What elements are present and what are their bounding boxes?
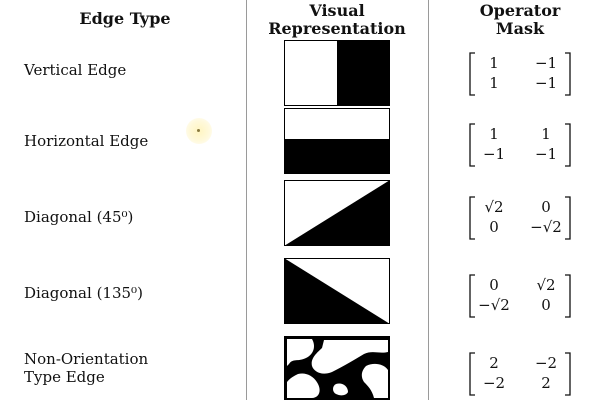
edge-label-vertical: Vertical Edge [24, 61, 127, 79]
bracket-left-icon [469, 196, 475, 240]
bracket-left-icon [469, 52, 475, 96]
mask-cell: 0 [489, 218, 499, 236]
header-edge-type: Edge Type [79, 9, 171, 28]
mask-cell: 0 [541, 198, 551, 216]
mask-cell: √2 [536, 276, 556, 294]
cursor-highlight-icon [186, 118, 212, 144]
column-divider-left [246, 0, 247, 400]
operator-mask-non-orientation: 2 −2 −2 2 [468, 352, 572, 396]
mask-cell: 2 [489, 354, 499, 372]
operator-mask-horizontal: 1 1 −1 −1 [468, 123, 572, 167]
bracket-left-icon [469, 123, 475, 167]
mask-cell: −1 [534, 74, 558, 92]
visual-diagonal-135 [284, 258, 390, 324]
column-divider-right [428, 0, 429, 400]
operator-mask-diagonal-45: √2 0 0 −√2 [468, 196, 572, 240]
mask-cell: −2 [482, 374, 506, 392]
mask-cell: −1 [482, 145, 506, 163]
mask-cell: 1 [489, 74, 499, 92]
bracket-left-icon [469, 352, 475, 396]
bracket-right-icon [565, 352, 571, 396]
edge-label-horizontal: Horizontal Edge [24, 132, 149, 150]
mask-cell: √2 [484, 198, 504, 216]
operator-mask-vertical: 1 −1 1 −1 [468, 52, 572, 96]
bracket-right-icon [565, 123, 571, 167]
operator-mask-diagonal-135: 0 √2 −√2 0 [468, 274, 572, 318]
edge-label-diagonal-135: Diagonal (135⁰) [24, 284, 143, 302]
mask-cell: −√2 [530, 218, 562, 236]
visual-vertical-edge [284, 40, 390, 106]
mask-cell: −2 [534, 354, 558, 372]
visual-horizontal-edge [284, 108, 390, 174]
visual-non-orientation-edge [284, 336, 390, 402]
mask-cell: 1 [541, 125, 551, 143]
header-operator-mask: Operator Mask [479, 1, 561, 38]
bracket-right-icon [565, 196, 571, 240]
mask-cell: 2 [541, 374, 551, 392]
visual-diagonal-45 [284, 180, 390, 246]
mask-cell: −√2 [478, 296, 510, 314]
mask-cell: 0 [489, 276, 499, 294]
bracket-right-icon [565, 52, 571, 96]
edge-label-diagonal-45: Diagonal (45⁰) [24, 208, 134, 226]
edge-label-non-orientation: Non-Orientation Type Edge [24, 350, 149, 386]
mask-cell: 1 [489, 125, 499, 143]
mask-cell: 0 [541, 296, 551, 314]
mask-cell: −1 [534, 54, 558, 72]
bracket-right-icon [565, 274, 571, 318]
mask-cell: 1 [489, 54, 499, 72]
mask-cell: −1 [534, 145, 558, 163]
bracket-left-icon [469, 274, 475, 318]
header-visual-representation: Visual Representation [268, 1, 406, 38]
